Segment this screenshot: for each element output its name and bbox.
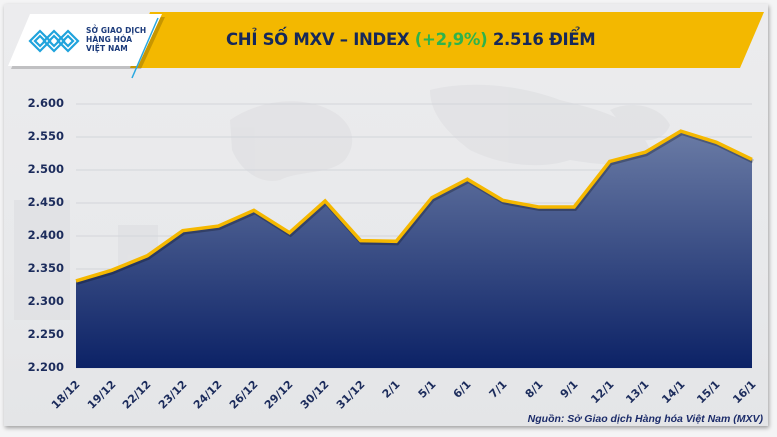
y-tick-label: 2.350 — [27, 261, 64, 275]
chart-title: CHỈ SỐ MXV – INDEX (+2,9%) 2.516 ĐIỂM — [226, 30, 596, 49]
y-tick-label: 2.500 — [27, 162, 64, 176]
title-change-percent: (+2,9%) — [414, 30, 488, 49]
y-tick-label: 2.450 — [27, 195, 64, 209]
source-note: Nguồn: Sở Giao dịch Hàng hóa Việt Nam (M… — [527, 413, 763, 425]
mxv-logo-icon — [28, 29, 80, 53]
y-tick-label: 2.600 — [27, 96, 64, 110]
logo-text: SỞ GIAO DỊCH HÀNG HÓA VIỆT NAM — [86, 26, 146, 53]
y-tick-label: 2.300 — [27, 294, 64, 308]
index-line — [75, 129, 753, 283]
logo-panel — [8, 14, 162, 66]
title-prefix: CHỈ SỐ MXV – INDEX — [226, 30, 415, 49]
logo-line-1: SỞ GIAO DỊCH — [86, 26, 147, 35]
header-banner — [8, 12, 764, 79]
y-tick-label: 2.200 — [27, 360, 64, 374]
y-tick-label: 2.400 — [27, 228, 64, 242]
banner-background — [130, 12, 764, 68]
logo-line-2: HÀNG HÓA — [86, 35, 133, 44]
logo-line-3: VIỆT NAM — [86, 44, 128, 53]
title-suffix: 2.516 ĐIỂM — [487, 30, 596, 49]
area-fill — [76, 131, 752, 368]
y-tick-label: 2.250 — [27, 327, 64, 341]
y-tick-label: 2.550 — [27, 129, 64, 143]
